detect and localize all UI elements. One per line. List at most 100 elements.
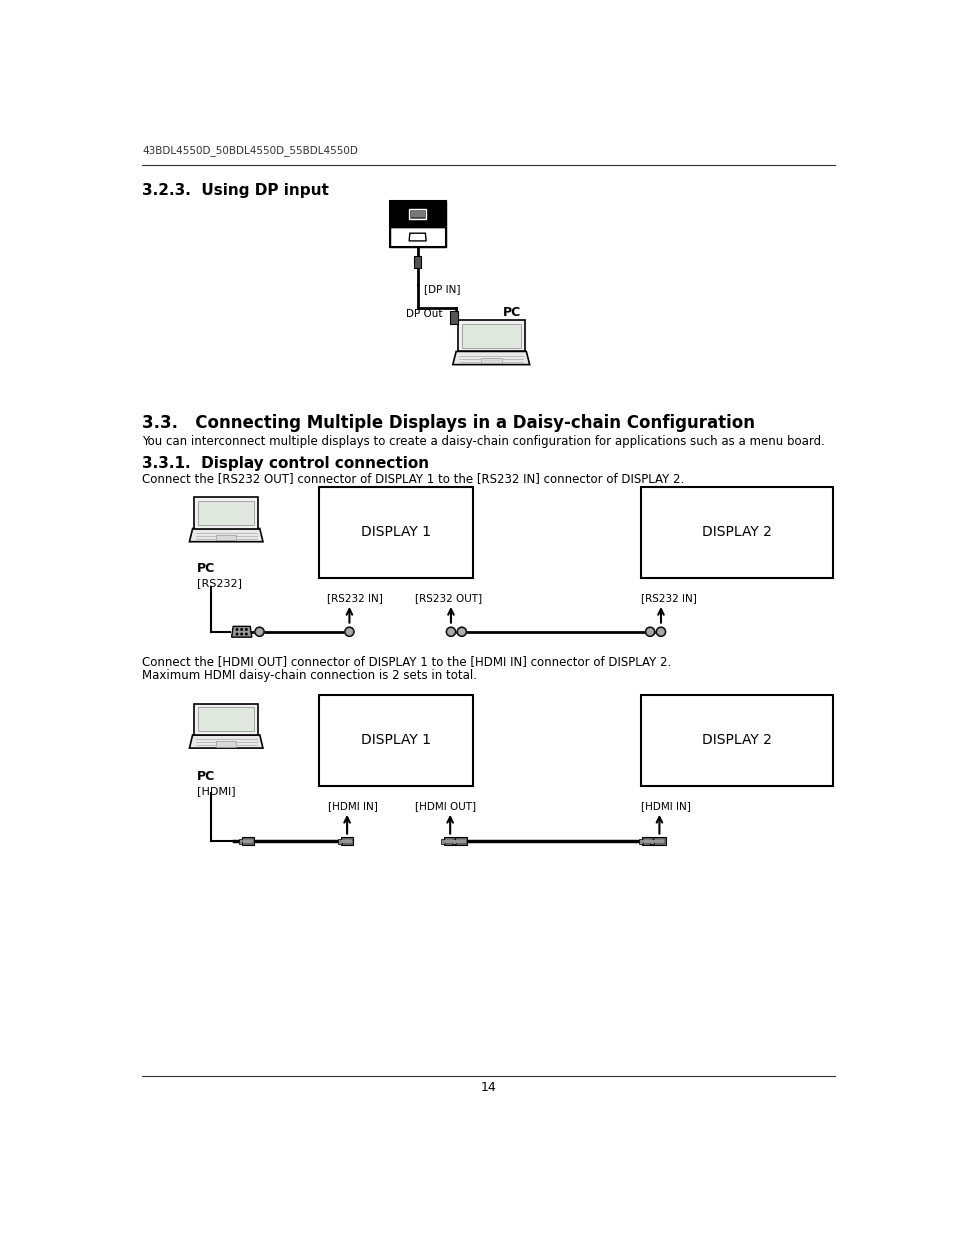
Text: 3.3.   Connecting Multiple Displays in a Daisy-chain Configuration: 3.3. Connecting Multiple Displays in a D…	[142, 414, 755, 432]
Bar	[455, 837, 467, 845]
Circle shape	[250, 840, 252, 842]
Circle shape	[645, 627, 654, 636]
Bar	[452, 839, 456, 844]
Circle shape	[457, 840, 460, 842]
Text: [RS232]: [RS232]	[196, 578, 241, 588]
Text: PC: PC	[502, 306, 520, 319]
Circle shape	[654, 840, 656, 842]
Circle shape	[446, 627, 456, 636]
Bar	[440, 839, 444, 844]
Bar	[640, 487, 832, 578]
Circle shape	[254, 627, 264, 636]
Circle shape	[245, 629, 247, 630]
Circle shape	[344, 840, 346, 842]
Text: 43BDL4550D_50BDL4550D_55BDL4550D: 43BDL4550D_50BDL4550D_55BDL4550D	[142, 144, 358, 156]
Text: DISPLAY 2: DISPLAY 2	[701, 525, 771, 540]
Circle shape	[656, 627, 665, 636]
Bar	[639, 839, 642, 844]
Circle shape	[448, 629, 453, 635]
Text: [RS232 IN]: [RS232 IN]	[640, 593, 696, 603]
Bar	[319, 487, 472, 578]
Circle shape	[656, 840, 659, 842]
Text: [HDMI IN]: [HDMI IN]	[328, 802, 378, 811]
Text: PC: PC	[196, 562, 214, 576]
Circle shape	[243, 840, 245, 842]
Circle shape	[236, 634, 237, 635]
Bar	[198, 501, 254, 525]
Circle shape	[347, 629, 352, 635]
Circle shape	[447, 840, 449, 842]
Circle shape	[452, 840, 454, 842]
Text: DP Out: DP Out	[406, 309, 442, 319]
Bar	[390, 200, 445, 227]
Bar	[461, 324, 520, 347]
Bar	[457, 320, 524, 352]
Circle shape	[643, 840, 645, 842]
Bar	[194, 498, 258, 529]
Circle shape	[344, 627, 354, 636]
Text: DISPLAY 2: DISPLAY 2	[701, 734, 771, 747]
Circle shape	[245, 840, 247, 842]
Bar	[641, 837, 654, 845]
Circle shape	[462, 840, 465, 842]
Bar	[653, 837, 665, 845]
Bar	[649, 839, 654, 844]
Bar	[409, 209, 426, 219]
Text: [HDMI]: [HDMI]	[196, 785, 235, 795]
Circle shape	[456, 840, 457, 842]
Text: DISPLAY 1: DISPLAY 1	[360, 734, 431, 747]
Text: [HDMI OUT]: [HDMI OUT]	[415, 802, 476, 811]
Circle shape	[236, 629, 237, 630]
Circle shape	[346, 840, 349, 842]
Text: Maximum HDMI daisy-chain connection is 2 sets in total.: Maximum HDMI daisy-chain connection is 2…	[142, 668, 477, 682]
Circle shape	[645, 840, 647, 842]
Bar	[390, 227, 445, 247]
Circle shape	[660, 840, 663, 842]
Text: You can interconnect multiple displays to create a daisy-chain configuration for: You can interconnect multiple displays t…	[142, 435, 824, 447]
Bar	[410, 210, 424, 217]
Circle shape	[650, 840, 652, 842]
Circle shape	[456, 627, 466, 636]
Bar	[340, 837, 353, 845]
Circle shape	[349, 840, 351, 842]
Bar	[194, 704, 258, 735]
Text: [RS232 IN]: [RS232 IN]	[327, 593, 382, 603]
Text: Connect the [RS232 OUT] connector of DISPLAY 1 to the [RS232 IN] connector of DI: Connect the [RS232 OUT] connector of DIS…	[142, 472, 684, 484]
Text: 3.2.3.  Using DP input: 3.2.3. Using DP input	[142, 183, 329, 198]
Text: [DP IN]: [DP IN]	[423, 284, 460, 294]
Bar	[390, 200, 445, 247]
Polygon shape	[232, 626, 252, 637]
Circle shape	[458, 629, 464, 635]
Circle shape	[658, 629, 663, 635]
Text: PC: PC	[196, 771, 214, 783]
Bar	[337, 839, 341, 844]
Text: Connect the [HDMI OUT] connector of DISPLAY 1 to the [HDMI IN] connector of DISP: Connect the [HDMI OUT] connector of DISP…	[142, 655, 671, 668]
Circle shape	[647, 840, 650, 842]
Circle shape	[342, 840, 344, 842]
Bar	[198, 708, 254, 731]
Bar	[640, 695, 832, 785]
Circle shape	[256, 629, 262, 635]
Text: [HDMI IN]: [HDMI IN]	[640, 802, 690, 811]
Circle shape	[449, 840, 452, 842]
Circle shape	[460, 840, 462, 842]
Bar	[241, 837, 253, 845]
Circle shape	[247, 840, 250, 842]
Bar	[319, 695, 472, 785]
Polygon shape	[190, 735, 263, 748]
Bar	[216, 741, 236, 746]
Text: 14: 14	[480, 1081, 497, 1094]
Polygon shape	[190, 529, 263, 542]
Circle shape	[647, 629, 652, 635]
Bar	[450, 311, 457, 324]
Circle shape	[241, 634, 242, 635]
Polygon shape	[409, 233, 426, 241]
Circle shape	[659, 840, 660, 842]
Bar	[443, 837, 456, 845]
Polygon shape	[453, 352, 529, 364]
Text: DISPLAY 1: DISPLAY 1	[360, 525, 431, 540]
Bar	[480, 358, 501, 363]
Bar	[414, 256, 421, 268]
Circle shape	[241, 629, 242, 630]
Circle shape	[245, 634, 247, 635]
